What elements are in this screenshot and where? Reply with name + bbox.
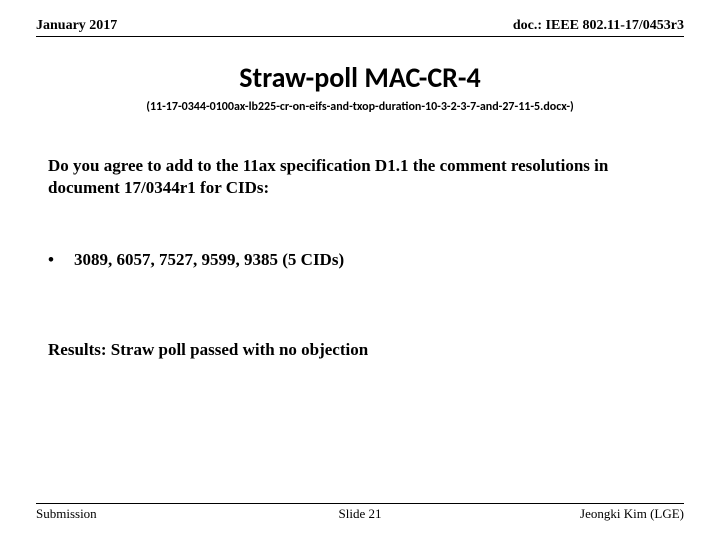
question-text: Do you agree to add to the 11ax specific… <box>48 155 672 199</box>
bullet-row: • 3089, 6057, 7527, 9599, 9385 (5 CIDs) <box>48 250 672 270</box>
footer-slide-number: Slide 21 <box>339 506 382 522</box>
slide-header: January 2017 doc.: IEEE 802.11-17/0453r3 <box>36 18 684 37</box>
slide-footer: Submission Slide 21 Jeongki Kim (LGE) <box>36 503 684 522</box>
results-text: Results: Straw poll passed with no objec… <box>48 340 672 360</box>
footer-left: Submission <box>36 506 97 522</box>
header-date: January 2017 <box>36 18 117 34</box>
slide-subtitle-filename: (11-17-0344-0100ax-lb225-cr-on-eifs-and-… <box>0 100 720 114</box>
slide-title: Straw-poll MAC-CR-4 <box>0 60 720 95</box>
header-doc-number: doc.: IEEE 802.11-17/0453r3 <box>513 18 684 34</box>
footer-author: Jeongki Kim (LGE) <box>580 506 684 522</box>
bullet-mark: • <box>48 250 74 270</box>
bullet-text: 3089, 6057, 7527, 9599, 9385 (5 CIDs) <box>74 250 344 270</box>
